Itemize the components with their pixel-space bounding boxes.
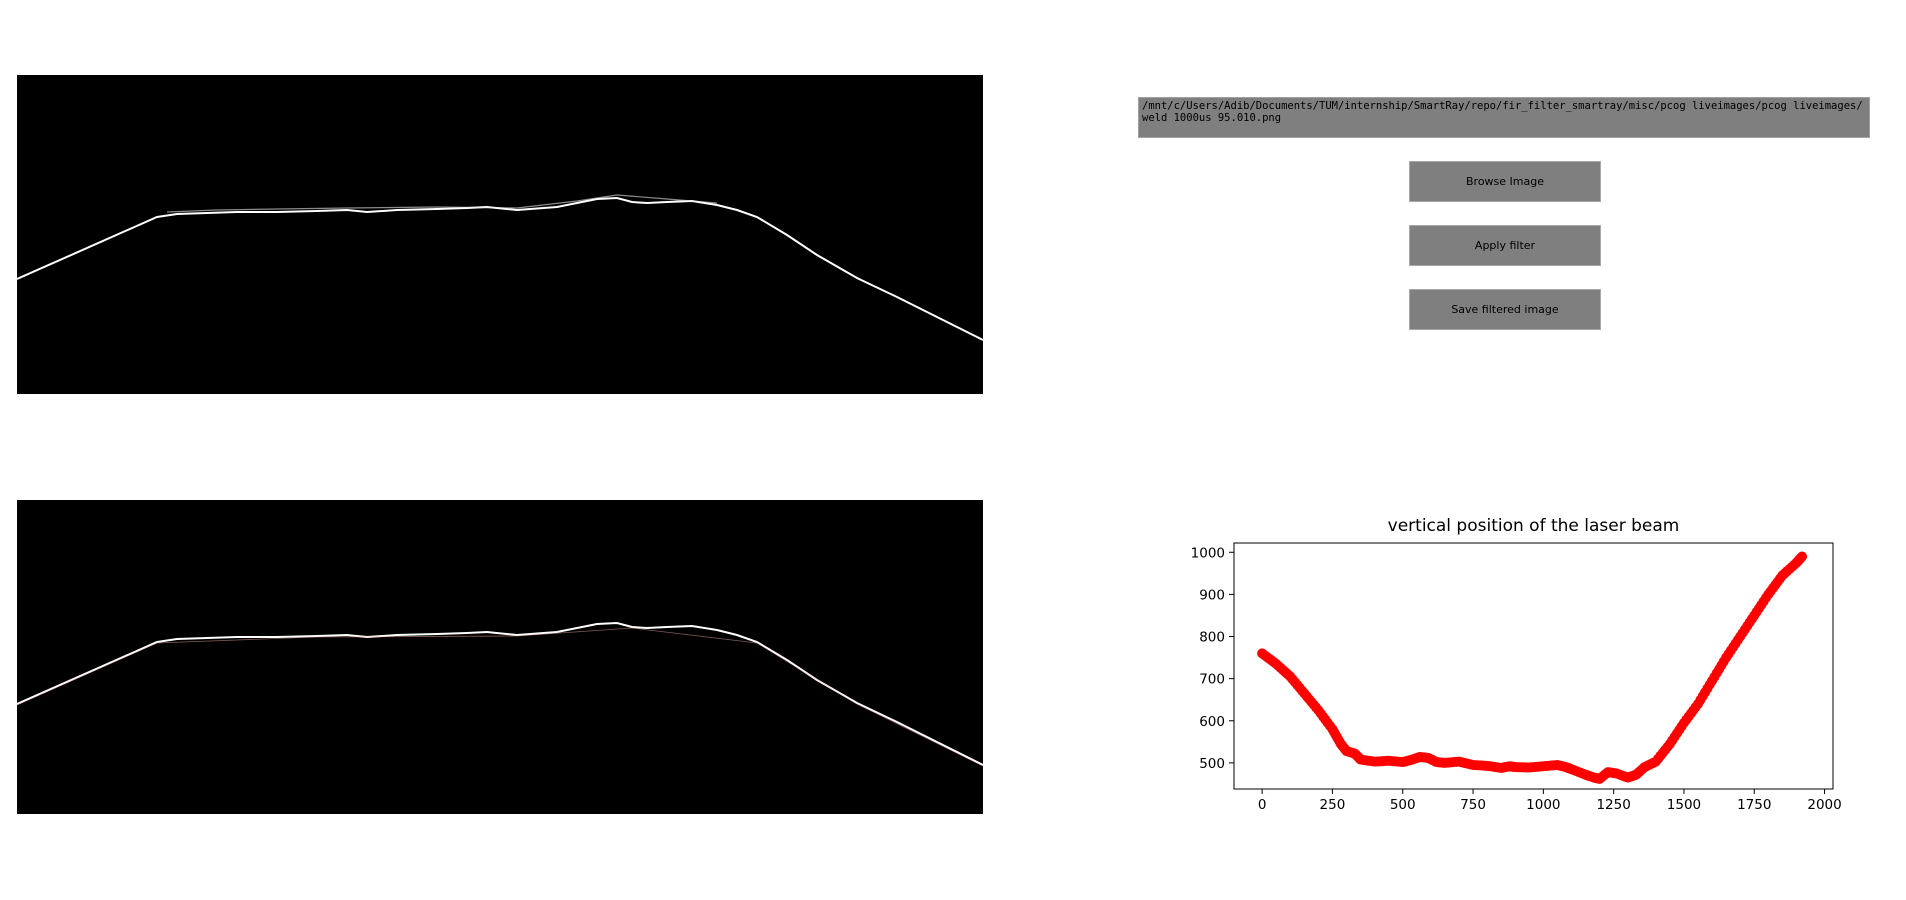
x-tick-label: 2000 xyxy=(1807,797,1841,813)
x-tick-label: 0 xyxy=(1258,797,1267,813)
chart-svg: vertical position of the laser beam 0 250 5… xyxy=(1191,516,1842,813)
y-tick-label: 1000 xyxy=(1191,545,1225,561)
data-point xyxy=(1797,551,1808,562)
plot-area xyxy=(1233,542,1834,790)
chart-title: vertical position of the laser beam xyxy=(1388,516,1680,536)
x-tick-label: 1250 xyxy=(1596,797,1630,813)
x-tick-label: 1000 xyxy=(1526,797,1560,813)
laser-line-image-filtered xyxy=(17,500,983,814)
y-tick-label: 700 xyxy=(1199,672,1225,688)
x-tick-label: 250 xyxy=(1320,797,1346,813)
x-tick-label: 1750 xyxy=(1737,797,1771,813)
y-tick-label: 500 xyxy=(1199,756,1225,772)
apply-filter-button[interactable]: Apply filter xyxy=(1409,225,1601,266)
y-tick-label: 900 xyxy=(1199,587,1225,603)
browse-image-button[interactable]: Browse Image xyxy=(1409,161,1601,202)
x-tick-label: 500 xyxy=(1390,797,1416,813)
laser-position-chart: vertical position of the laser beam 0 250 5… xyxy=(1170,505,1870,835)
y-tick-label: 600 xyxy=(1199,714,1225,730)
file-path-field[interactable]: /mnt/c/Users/Adib/Documents/TUM/internsh… xyxy=(1138,97,1870,138)
laser-line-image-original xyxy=(17,75,983,394)
y-tick-label: 800 xyxy=(1199,630,1225,646)
filtered-image xyxy=(17,500,983,814)
x-tick-label: 1500 xyxy=(1667,797,1701,813)
x-tick-label: 750 xyxy=(1460,797,1486,813)
save-filtered-image-button[interactable]: Save filtered image xyxy=(1409,289,1601,330)
original-image xyxy=(17,75,983,394)
